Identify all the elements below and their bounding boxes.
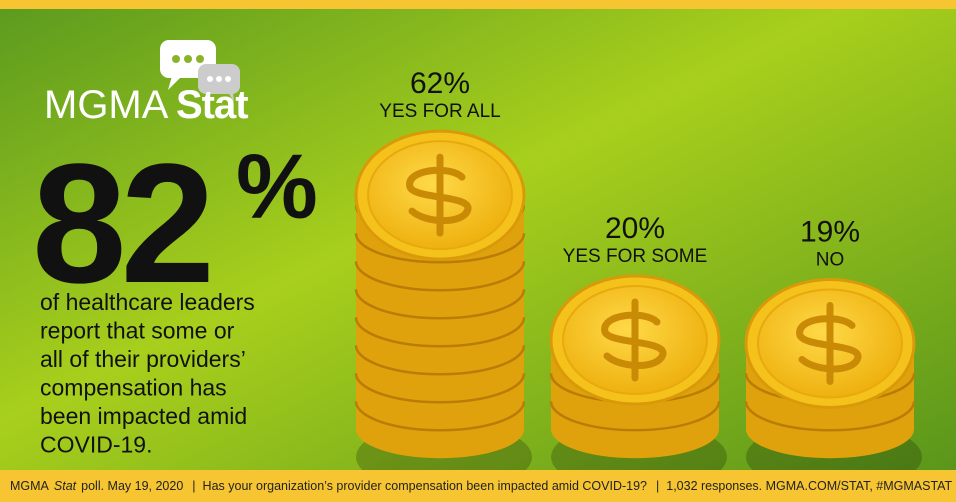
category-label: NO: [816, 249, 845, 270]
coin-stack: [354, 129, 532, 470]
description: of healthcare leaders report that some or…: [40, 289, 255, 458]
footer-text: MGMA: [10, 479, 49, 493]
brand-accent: Stat: [176, 83, 248, 127]
description-line: been impacted amid: [40, 403, 247, 429]
description-line: all of their providers’: [40, 346, 246, 372]
headline-unit: %: [236, 136, 318, 238]
coin-ridge: [354, 345, 526, 376]
coin-ridge: [354, 289, 526, 320]
chat-icon: [160, 40, 240, 102]
description-line: compensation has: [40, 375, 227, 401]
description-line: of healthcare leaders: [40, 289, 255, 315]
category-label: YES FOR SOME: [563, 246, 708, 267]
coin-ridge: [354, 261, 526, 292]
coin-ridge: [744, 401, 916, 432]
footer-text: poll. May 19, 2020: [81, 479, 184, 493]
value-label: 62%: [410, 67, 470, 100]
footer: MGMA Stat poll. May 19, 2020 | Has your orga…: [0, 470, 956, 502]
dollar-sign: [796, 301, 862, 385]
description-line: COVID-19.: [40, 432, 152, 458]
headline-number: 82: [32, 129, 209, 319]
footer-text: |: [192, 479, 196, 493]
category-label: YES FOR ALL: [379, 101, 500, 122]
chart: MGMA Stat 82 % of healthcare leaders repo…: [0, 0, 956, 470]
brand-name: MGMA: [44, 83, 169, 127]
coin-ridge: [354, 317, 526, 348]
dollar-sign: [601, 298, 667, 382]
footer-text: Has your organization’s provider compens…: [202, 479, 647, 493]
dollar-sign: [406, 153, 472, 237]
coin-ridge: [354, 233, 526, 264]
coin-ridge: [354, 373, 526, 404]
footer-text: 1,032 responses. MGMA.COM/STAT, #MGMASTA…: [666, 479, 953, 493]
value-label: 19%: [800, 215, 860, 248]
footer-text: |: [656, 479, 660, 493]
description-line: report that some or: [40, 318, 235, 344]
top-border: [0, 0, 956, 9]
value-label: 20%: [605, 212, 665, 245]
coin-stack: [744, 277, 922, 470]
coin-stack: [549, 274, 727, 470]
coin-ridge: [549, 401, 721, 432]
footer-text: Stat: [53, 479, 77, 493]
coin-ridge: [354, 401, 526, 432]
